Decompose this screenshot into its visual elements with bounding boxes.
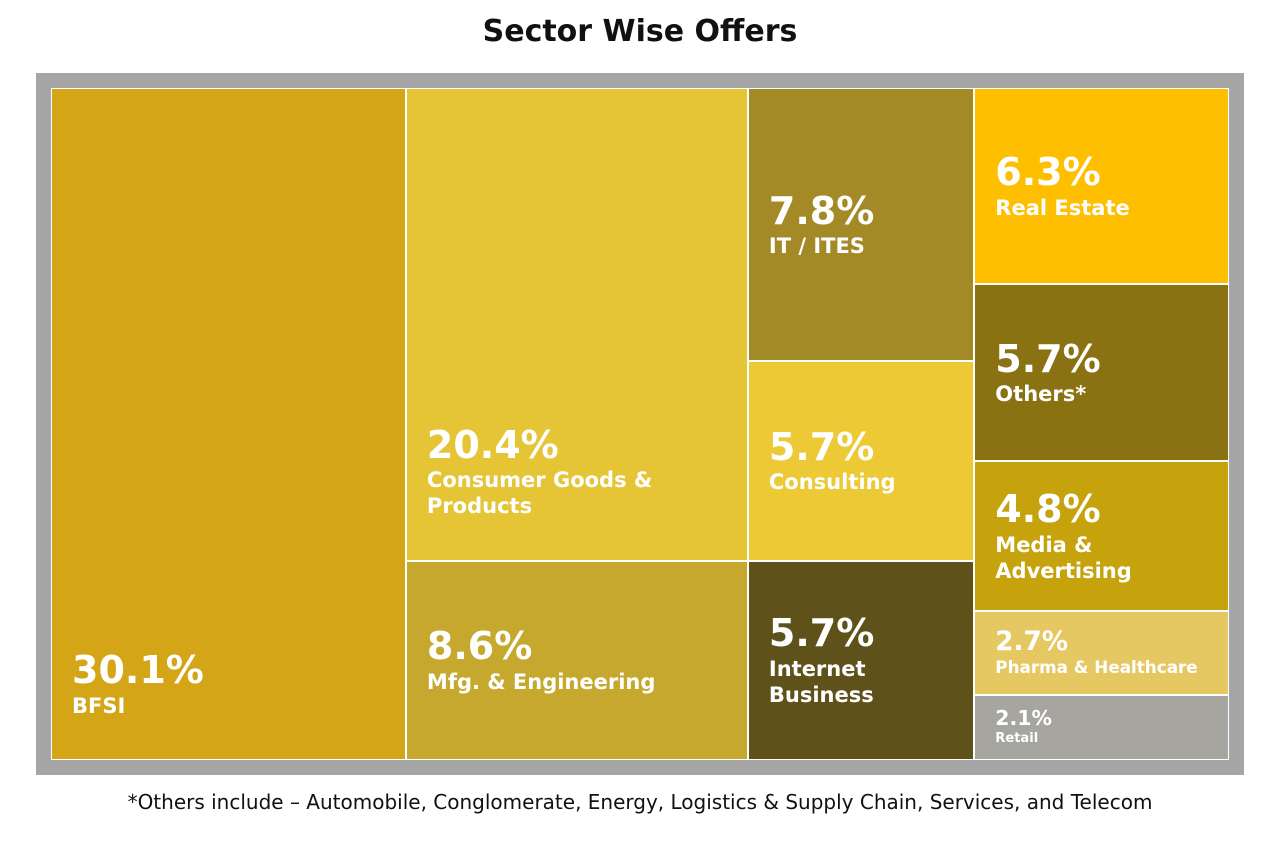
value-label: 2.1% [995,706,1052,731]
value-label: 5.7% [995,336,1101,381]
treemap-cell: 5.7% Internet Business [747,560,975,760]
value-label: 20.4% [426,422,559,467]
category-label: Mfg. & Engineering [426,670,656,695]
treemap-cell: 6.3% Real Estate [974,88,1229,284]
treemap-cell: 8.6% Mfg. & Engineering [405,560,748,760]
category-label: Internet Business [768,656,874,708]
treemap-frame: 30.1% BFSI 20.4% Consumer Goods & Products 8… [36,73,1244,775]
category-label: Pharma & Healthcare [995,657,1198,678]
category-label: Real Estate [995,195,1130,220]
value-label: 30.1% [72,648,204,693]
treemap-cell: 4.8% Media & Advertising [974,461,1229,611]
category-label: Consumer Goods & Products [426,468,653,519]
treemap-cell: 20.4% Consumer Goods & Products [405,88,748,561]
value-label: 5.7% [768,424,875,469]
footnote: *Others include – Automobile, Conglomera… [127,790,1153,814]
value-label: 7.8% [768,188,875,233]
category-label: Consulting [768,470,896,495]
value-label: 6.3% [995,150,1101,195]
treemap-cell: 5.7% Others* [974,284,1229,462]
category-label: Media & Advertising [995,532,1132,583]
value-label: 5.7% [768,611,875,656]
chart-title: Sector Wise Offers [482,14,798,49]
value-label: 2.7% [995,627,1069,658]
treemap-cell: 2.1% Retail [974,694,1229,760]
value-label: 4.8% [995,486,1101,531]
category-label: IT / ITES [768,234,865,259]
treemap-cell: 7.8% IT / ITES [747,88,975,361]
category-label: Retail [995,730,1039,746]
value-label: 8.6% [426,624,533,669]
category-label: Others* [995,382,1087,407]
treemap-cell: 30.1% BFSI [51,88,406,760]
treemap-cell: 5.7% Consulting [747,361,975,561]
category-label: BFSI [72,693,126,718]
treemap-cell: 2.7% Pharma & Healthcare [974,610,1229,695]
